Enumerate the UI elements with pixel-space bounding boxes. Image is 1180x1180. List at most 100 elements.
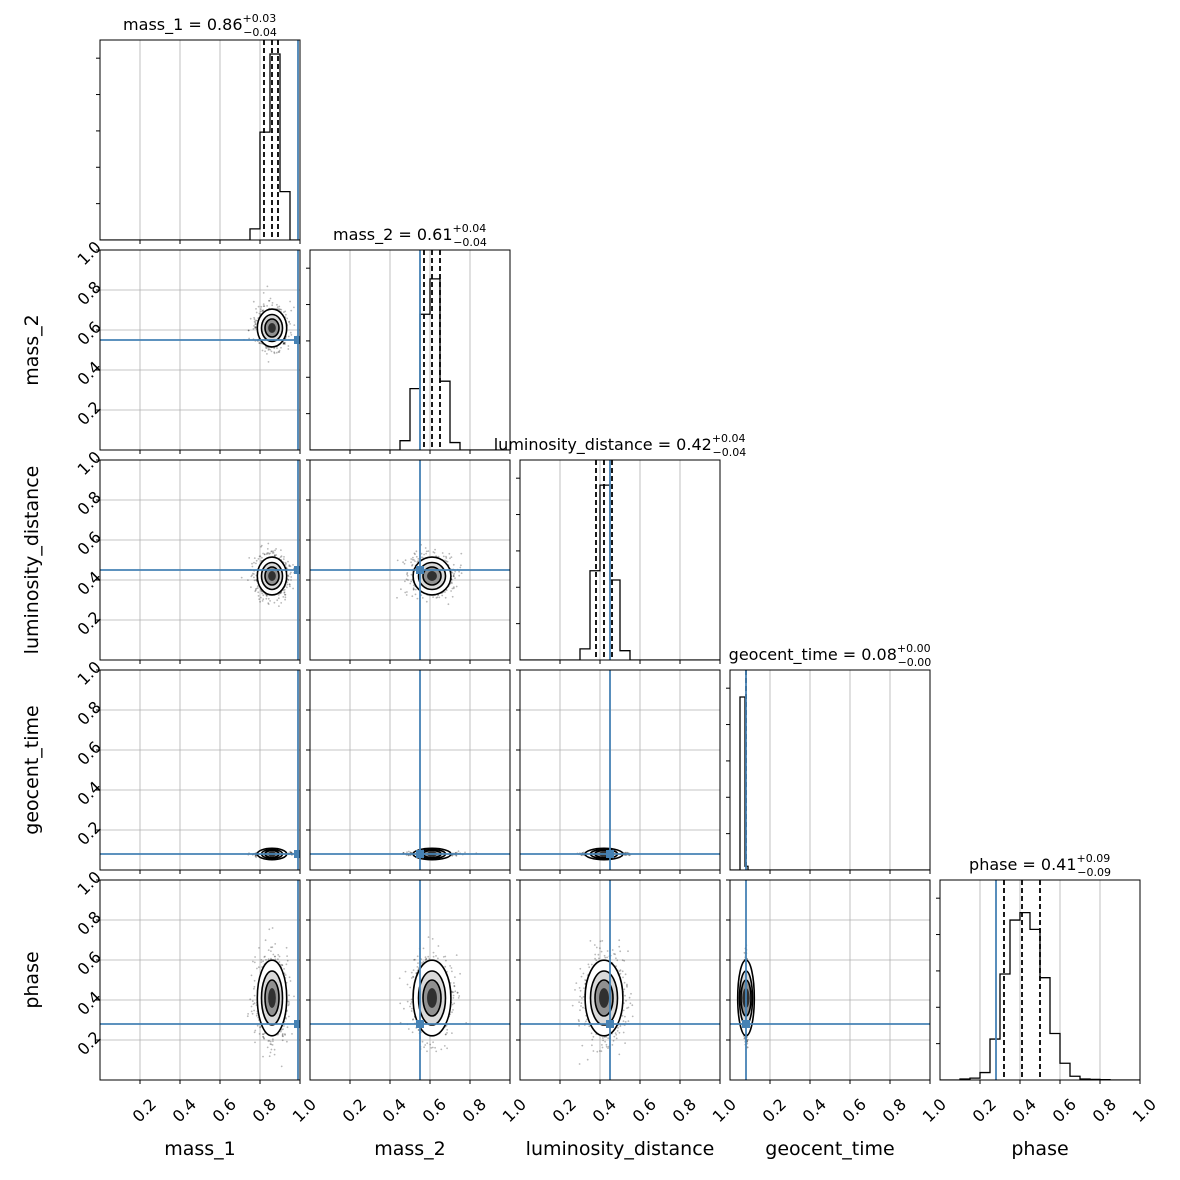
sample-point bbox=[288, 583, 291, 586]
sample-point bbox=[286, 955, 288, 957]
sample-point bbox=[264, 350, 266, 353]
sample-point bbox=[284, 561, 287, 564]
sample-point bbox=[256, 585, 259, 588]
sample-point bbox=[265, 597, 268, 600]
sample-point bbox=[257, 591, 260, 594]
sample-point bbox=[253, 557, 256, 559]
sample-point bbox=[267, 958, 270, 960]
sample-point bbox=[424, 547, 427, 549]
sample-point bbox=[252, 328, 255, 330]
sample-point bbox=[255, 1014, 258, 1017]
sample-point bbox=[260, 959, 263, 961]
sample-point bbox=[441, 552, 444, 554]
sample-point bbox=[251, 1012, 254, 1015]
sample-point bbox=[265, 347, 268, 349]
sample-point bbox=[261, 310, 264, 312]
sample-point bbox=[262, 1036, 265, 1038]
sample-point bbox=[404, 580, 406, 583]
y-axis-label: geocent_time bbox=[21, 705, 43, 834]
sample-point bbox=[427, 550, 430, 552]
histogram-mass_1 bbox=[100, 53, 300, 240]
sample-point bbox=[283, 968, 285, 970]
sample-point bbox=[403, 562, 406, 565]
sample-point bbox=[451, 582, 453, 585]
sample-point bbox=[252, 300, 255, 303]
sample-point bbox=[283, 342, 285, 345]
sample-point bbox=[445, 560, 448, 563]
sample-point bbox=[412, 588, 415, 591]
sample-point bbox=[275, 548, 277, 550]
sample-point bbox=[260, 342, 262, 345]
sample-point bbox=[266, 553, 268, 556]
sample-point bbox=[267, 602, 270, 604]
sample-point bbox=[265, 594, 268, 597]
sample-point bbox=[284, 341, 287, 344]
sample-point bbox=[274, 555, 276, 557]
sample-point bbox=[258, 947, 260, 949]
sample-point bbox=[255, 856, 257, 859]
sample-point bbox=[410, 580, 413, 583]
sample-point bbox=[263, 553, 266, 556]
sample-point bbox=[455, 855, 458, 857]
sample-point bbox=[267, 361, 270, 363]
sample-point bbox=[411, 595, 414, 598]
sample-point bbox=[409, 851, 412, 854]
sample-point bbox=[260, 305, 263, 308]
sample-point bbox=[260, 596, 262, 599]
sample-point bbox=[444, 596, 447, 599]
sample-point bbox=[251, 572, 254, 575]
sample-point bbox=[255, 854, 257, 857]
sample-point bbox=[250, 586, 252, 589]
sample-point bbox=[278, 308, 280, 310]
sample-point bbox=[259, 600, 261, 603]
sample-point bbox=[277, 958, 279, 960]
sample-point bbox=[271, 304, 274, 307]
sample-point bbox=[412, 556, 414, 559]
sample-point bbox=[451, 571, 454, 574]
sample-point bbox=[407, 854, 410, 857]
sample-point bbox=[452, 563, 455, 566]
sample-point bbox=[251, 574, 254, 577]
sample-point bbox=[280, 602, 283, 604]
panel-content bbox=[100, 880, 300, 1080]
sample-point bbox=[253, 561, 255, 564]
sample-point bbox=[254, 855, 257, 857]
panel-content bbox=[520, 460, 720, 660]
density-contour bbox=[427, 571, 437, 581]
sample-point bbox=[265, 347, 267, 349]
sample-point bbox=[274, 958, 277, 961]
sample-point bbox=[263, 1037, 265, 1040]
panel-content bbox=[310, 250, 510, 450]
sample-point bbox=[249, 998, 252, 1001]
sample-point bbox=[406, 591, 408, 593]
sample-point bbox=[247, 579, 249, 581]
sample-point bbox=[293, 324, 296, 326]
sample-point bbox=[253, 573, 255, 575]
sample-point bbox=[268, 348, 270, 350]
sample-point bbox=[271, 927, 274, 929]
sample-point bbox=[258, 1033, 261, 1035]
sample-point bbox=[288, 1003, 290, 1005]
panel-title: mass_2 = 0.61+0.04 −0.04 bbox=[333, 222, 487, 249]
sample-point bbox=[451, 854, 454, 857]
sample-point bbox=[423, 553, 425, 556]
sample-point bbox=[273, 1053, 276, 1056]
sample-point bbox=[247, 329, 250, 332]
title-label: mass_1 = 0.86 bbox=[123, 15, 242, 35]
sample-point bbox=[288, 321, 290, 323]
sample-point bbox=[457, 850, 460, 853]
sample-point bbox=[275, 554, 278, 556]
panel-content bbox=[100, 40, 300, 240]
sample-point bbox=[253, 320, 256, 323]
sample-point bbox=[442, 555, 445, 558]
sample-point bbox=[254, 327, 257, 330]
sample-point bbox=[451, 595, 454, 598]
sample-point bbox=[286, 583, 289, 586]
sample-point bbox=[269, 297, 272, 300]
sample-point bbox=[262, 552, 264, 555]
title-upper-error: +0.04 bbox=[712, 432, 746, 445]
sample-point bbox=[284, 343, 286, 345]
panel-content bbox=[100, 460, 300, 660]
sample-point bbox=[582, 851, 585, 854]
sample-point bbox=[261, 592, 264, 595]
